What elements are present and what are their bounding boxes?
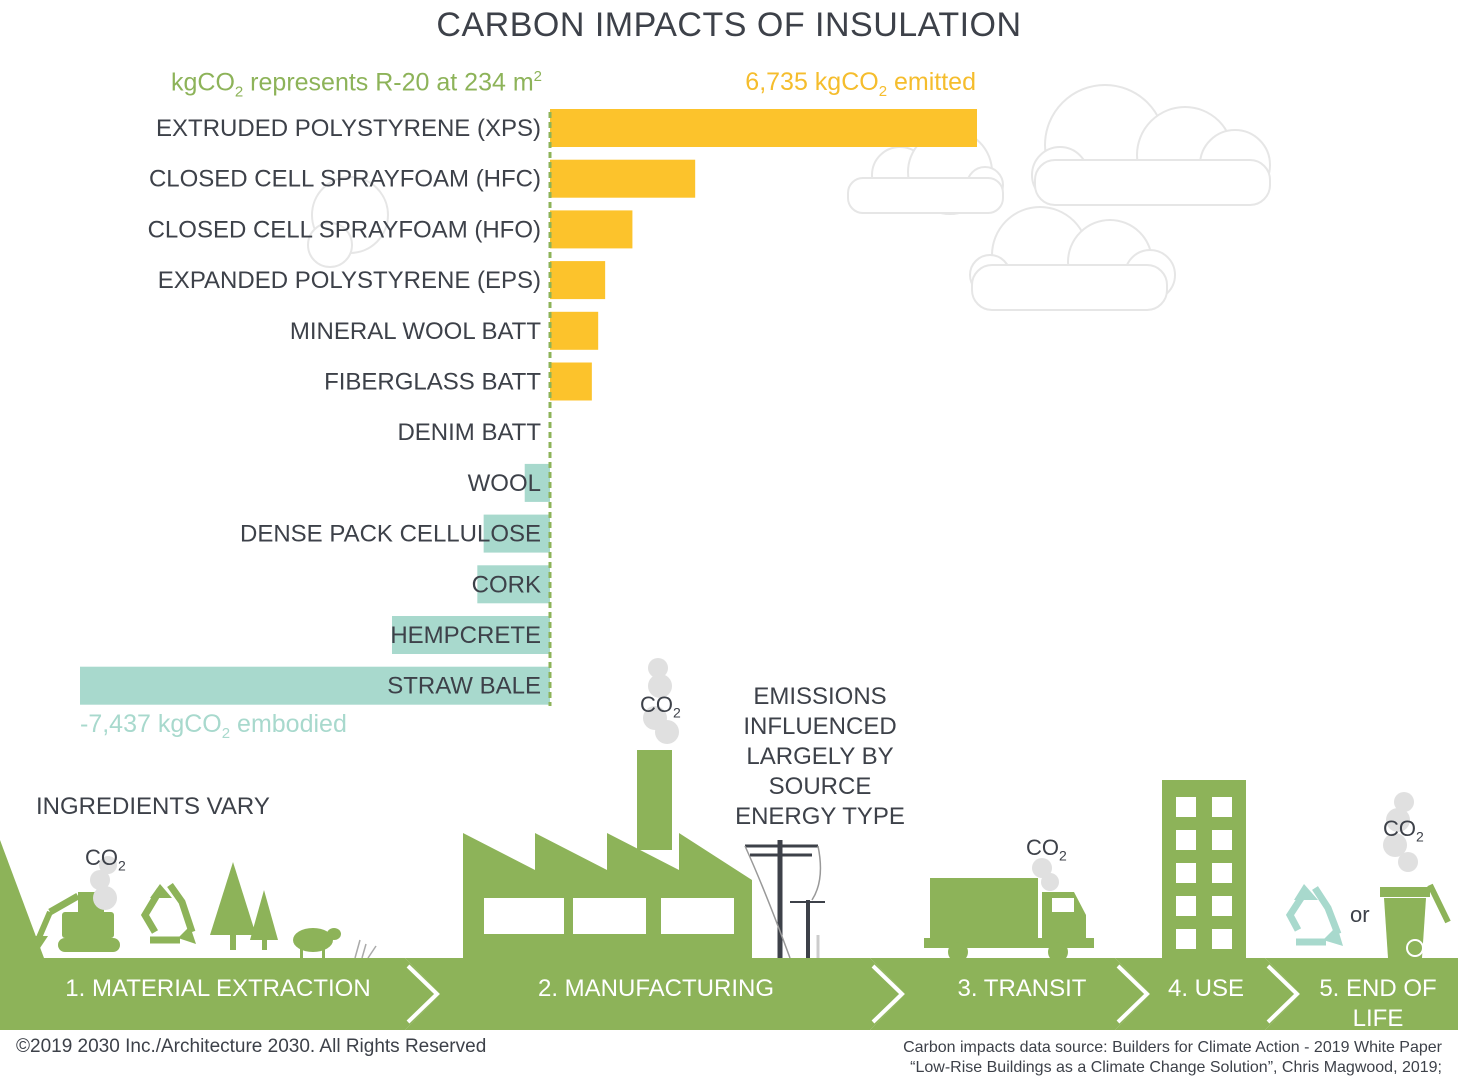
copyright-text: ©2019 2030 Inc./Architecture 2030. All R… xyxy=(16,1036,487,1057)
co2-label-end-of-life: CO2 xyxy=(1383,816,1424,845)
stage-label-4: 4. USE xyxy=(1168,975,1244,1002)
sheep-icon xyxy=(293,928,341,958)
stage-chevron xyxy=(1116,964,1150,1024)
lifecycle-illustration: 1. MATERIAL EXTRACTION 2. MANUFACTURING 3.… xyxy=(0,658,1458,1032)
stage-chevron xyxy=(406,964,440,1024)
stage-chevron xyxy=(1266,964,1300,1024)
max-embodied-note: -7,437 kgCO2 embodied xyxy=(80,710,347,742)
or-label: or xyxy=(1350,902,1370,927)
stage-label-6: LIFE xyxy=(1353,1005,1404,1032)
co2-label-manufacturing: CO2 xyxy=(640,692,681,721)
category-label: DENSE PACK CELLULOSE xyxy=(240,521,541,548)
bar-0 xyxy=(550,109,977,147)
co2-label-transit: CO2 xyxy=(1026,835,1067,864)
building-window xyxy=(1176,929,1196,949)
chart-title: CARBON IMPACTS OF INSULATION xyxy=(436,6,1022,44)
stage-label-2: 2. MANUFACTURING xyxy=(538,975,774,1002)
stage-label-5: 5. END OF xyxy=(1319,975,1436,1002)
bar-11 xyxy=(80,666,550,705)
smoke-icon xyxy=(643,658,679,744)
category-label: STRAW BALE xyxy=(387,673,541,700)
building-window xyxy=(1212,929,1232,949)
truck-icon xyxy=(924,878,1094,962)
category-label: DENIM BATT xyxy=(397,419,541,446)
building-window xyxy=(1212,896,1232,916)
building-window xyxy=(1212,797,1232,817)
smoke-icon xyxy=(1032,858,1059,891)
category-label: FIBERGLASS BATT xyxy=(324,369,541,396)
bar-chart: EXTRUDED POLYSTYRENE (XPS) CLOSED CELL SP… xyxy=(80,109,977,706)
bar-4 xyxy=(550,311,599,350)
bar-3 xyxy=(550,261,606,300)
category-label: CORK xyxy=(472,571,541,598)
hill-shape xyxy=(0,840,44,958)
data-source-note: Carbon impacts data source: Builders for… xyxy=(903,1038,1442,1078)
stage-arrow-4 xyxy=(1115,958,1300,1030)
stage-chevron xyxy=(871,964,905,1024)
bar-10 xyxy=(392,616,550,654)
trash-bin-icon xyxy=(1380,883,1451,958)
stage-arrow-1 xyxy=(0,958,440,1030)
category-label: EXTRUDED POLYSTYRENE (XPS) xyxy=(156,115,541,142)
building-icon xyxy=(1162,780,1246,958)
ingredients-note: INGREDIENTS VARY xyxy=(36,793,270,820)
emissions-note: EMISSIONS INFLUENCED LARGELY BY SOURCE E… xyxy=(735,683,905,830)
building-window xyxy=(1176,896,1196,916)
stage-arrow-3 xyxy=(870,958,1150,1030)
bar-8 xyxy=(483,514,550,553)
stage-arrow-2 xyxy=(405,958,905,1030)
building-window xyxy=(1176,863,1196,883)
category-label: WOOL xyxy=(468,470,541,497)
building-window xyxy=(1176,830,1196,850)
data-source-line-1: Carbon impacts data source: Builders for… xyxy=(903,1039,1442,1056)
lifecycle-stage-band: 1. MATERIAL EXTRACTION 2. MANUFACTURING 3.… xyxy=(0,958,1458,1032)
bar-9 xyxy=(477,565,550,604)
data-source-line-2: “Low-Rise Buildings as a Climate Change … xyxy=(910,1059,1442,1076)
building-window xyxy=(1212,863,1232,883)
stage-label-1: 1. MATERIAL EXTRACTION xyxy=(65,975,370,1002)
category-label: MINERAL WOOL BATT xyxy=(290,318,541,345)
power-pole-icon xyxy=(744,840,825,959)
category-label: CLOSED CELL SPRAYFOAM (HFO) xyxy=(148,216,541,243)
recycle-icon xyxy=(140,882,196,944)
bar-5 xyxy=(550,362,592,401)
grass-icon xyxy=(354,939,377,959)
stage-label-3: 3. TRANSIT xyxy=(958,975,1087,1002)
category-label: EXPANDED POLYSTYRENE (EPS) xyxy=(158,267,541,294)
max-emitted-note: 6,735 kgCO2 emitted xyxy=(745,68,976,100)
bar-7 xyxy=(524,463,550,502)
smoke-icon xyxy=(1383,792,1418,872)
stage-arrow-5 xyxy=(1265,958,1458,1030)
bar-2 xyxy=(550,210,633,249)
category-label: HEMPCRETE xyxy=(390,622,541,649)
recycle-icon xyxy=(1285,884,1343,946)
units-note: kgCO2 represents R-20 at 234 m2 xyxy=(170,68,542,101)
tree-icon xyxy=(210,862,278,950)
bar-1 xyxy=(550,159,696,198)
building-window xyxy=(1212,830,1232,850)
excavator-icon xyxy=(30,856,120,952)
building-window xyxy=(1176,797,1196,817)
factory-icon xyxy=(463,750,752,958)
category-label: CLOSED CELL SPRAYFOAM (HFC) xyxy=(149,166,541,193)
co2-label-extraction: CO2 xyxy=(85,845,126,874)
